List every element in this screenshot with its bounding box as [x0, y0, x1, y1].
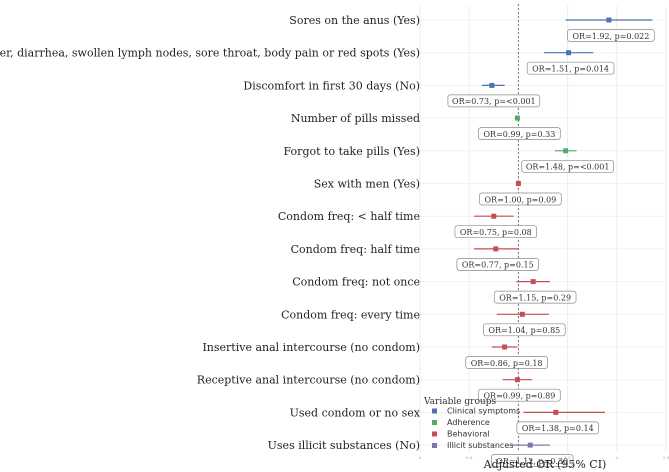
row-label: Condom freq: < half time: [278, 210, 420, 223]
or-annotation-box: [516, 421, 600, 435]
or-point: [514, 377, 520, 383]
or-annotation-box: [456, 258, 539, 271]
row-label: Condom freq: half time: [291, 243, 420, 256]
or-annotation: OR=0.99, p=0.89: [484, 392, 556, 401]
or-point: [530, 279, 536, 285]
legend-swatch: [432, 443, 437, 448]
or-point: [491, 213, 497, 219]
or-annotation: OR=1.00, p=0.09: [484, 195, 556, 204]
or-annotation-box: [521, 159, 614, 173]
or-annotation: OR=1.51, p=0.014: [532, 65, 609, 74]
legend-title: Variable groups: [423, 397, 496, 407]
or-annotation: OR=0.73, p=<0.001: [452, 97, 536, 106]
or-point: [519, 311, 525, 317]
or-annotation: OR=1.12, p=0.30: [496, 457, 568, 466]
x-axis-ticks: 0 0.5 1 1.5 2 2.5: [419, 455, 669, 460]
or-point: [493, 246, 499, 252]
x-tick-label: 2: [616, 455, 619, 460]
or-point: [502, 344, 508, 350]
row-label: Receptive anal intercourse (no condom): [197, 374, 420, 387]
or-annotation-box: [478, 127, 561, 140]
legend-swatch: [432, 420, 437, 425]
or-point: [514, 115, 520, 121]
or-annotation-box: [493, 290, 577, 304]
legend: Variable groups Clinical symptoms Adheren…: [423, 397, 520, 450]
x-tick-label: 1.5: [564, 455, 571, 460]
or-point: [527, 442, 533, 448]
or-annotation-box: [490, 454, 574, 467]
or-annotation-box: [526, 61, 615, 75]
row-label: Sores on the anus (Yes): [289, 14, 420, 27]
or-annotation-box: [567, 29, 655, 42]
legend-swatch: [432, 431, 437, 437]
or-annotation: OR=1.92, p=0.022: [572, 32, 649, 41]
or-annotation: OR=1.38, p=0.14: [522, 424, 594, 433]
row-label: Insertive anal intercourse (no condom): [202, 341, 420, 354]
x-tick-label: 0.5: [466, 455, 473, 460]
or-annotation: OR=1.04, p=0.85: [488, 326, 560, 335]
row-label: Used condom or no sex: [290, 406, 421, 419]
row-label: Episode of fever, diarrhea, swollen lymp…: [0, 47, 420, 60]
row-label: Uses illicit substances (No): [268, 439, 420, 452]
forest-rows: Sores on the anus (Yes) OR=1.92, p=0.022 E…: [0, 14, 655, 467]
or-point: [489, 82, 495, 88]
or-annotation-box: [447, 94, 541, 108]
or-annotation: OR=0.75, p=0.08: [460, 228, 532, 237]
legend-item: Clinical symptoms: [447, 407, 520, 416]
legend-item: Behavioral: [447, 430, 490, 439]
or-annotation: OR=0.99, p=0.33: [484, 130, 556, 139]
row-label: Condom freq: every time: [281, 308, 420, 321]
or-annotation: OR=0.77, p=0.15: [462, 261, 534, 270]
or-point: [566, 50, 572, 56]
x-tick-label: 0: [419, 455, 422, 460]
or-point: [606, 17, 612, 23]
or-annotation: OR=1.15, p=0.29: [499, 293, 571, 302]
legend-item: Illicit substances: [447, 441, 513, 450]
x-axis-label: Adjusted OR (95% CI): [483, 458, 607, 471]
row-label: Sex with men (Yes): [314, 178, 420, 191]
or-point: [515, 181, 521, 186]
row-label: Condom freq: not once: [292, 276, 420, 289]
row-label: Number of pills missed: [291, 112, 420, 125]
row-label: Forgot to take pills (Yes): [284, 145, 420, 158]
legend-item: Adherence: [447, 418, 490, 427]
row-label: Discomfort in first 30 days (No): [243, 79, 420, 92]
or-annotation: OR=0.86, p=0.18: [471, 359, 543, 368]
or-annotation: OR=1.48, p=<0.001: [526, 163, 610, 172]
or-point: [553, 409, 559, 415]
x-tick-label: 1: [517, 455, 520, 460]
legend-swatch: [432, 408, 437, 414]
or-annotation-box: [465, 356, 548, 369]
or-annotation-box: [454, 225, 538, 239]
or-point: [563, 148, 569, 154]
or-annotation-box: [478, 388, 561, 402]
or-annotation-box: [479, 192, 562, 206]
or-annotation-box: [483, 323, 566, 337]
x-tick-label: 2.5: [663, 455, 669, 460]
